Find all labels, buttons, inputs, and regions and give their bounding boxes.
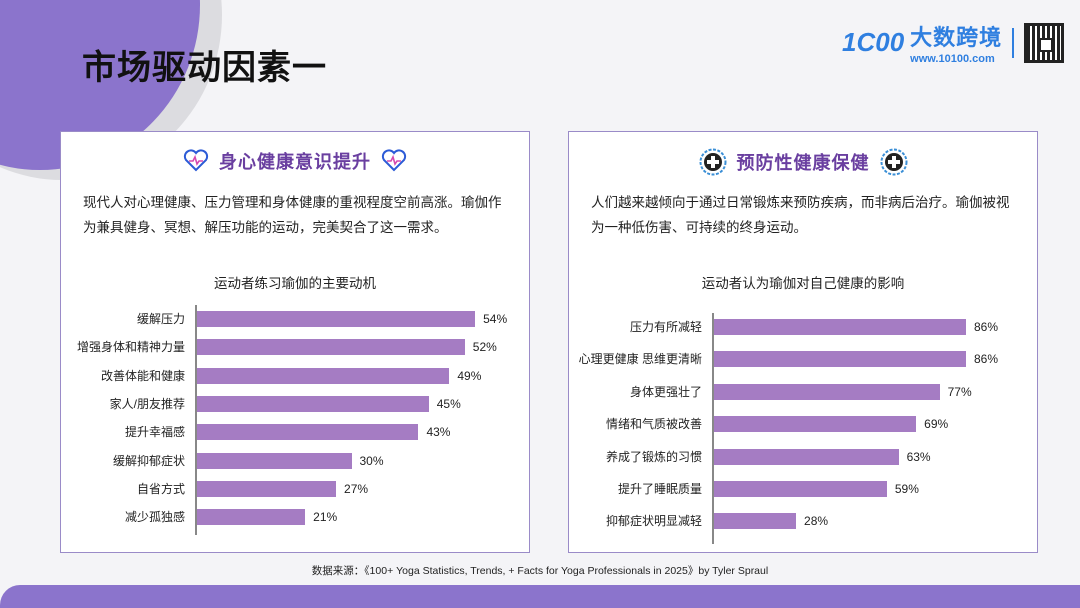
chart-title: 运动者练习瑜伽的主要动机 xyxy=(214,276,376,291)
chart-bar-row: 自省方式 27% xyxy=(61,480,529,497)
bar xyxy=(197,424,419,441)
chart-bar-row: 缓解压力 54% xyxy=(61,311,529,327)
medical-cross-badge-icon xyxy=(699,148,727,176)
bar-value-label: 49% xyxy=(457,368,482,383)
bar-category-label: 缓解压力 xyxy=(136,312,185,326)
bar xyxy=(197,509,306,526)
chart-bar-row: 减少孤独感 21% xyxy=(61,509,529,526)
chart-bar-row: 缓解抑郁症状 30% xyxy=(61,452,529,469)
bar xyxy=(197,339,465,356)
brand-logo[interactable]: 1C00 大数跨境 www.10100.com xyxy=(842,20,1065,65)
logo-mark-icon: 1C00 xyxy=(842,27,905,57)
bar-category-label: 抑郁症状明显减轻 xyxy=(605,514,702,529)
bar xyxy=(714,383,940,400)
bar xyxy=(714,481,887,497)
card-title: 预防性健康保健 xyxy=(736,153,870,173)
bar-value-label: 69% xyxy=(924,417,949,432)
chart-title: 运动者认为瑜伽对自己健康的影响 xyxy=(701,276,905,291)
logo-name: 大数跨境 xyxy=(910,25,1003,50)
card-mind-body-health: 身心健康意识提升 现代人对心理健康、压力管理和身体健康的重视程度空前高涨。瑜伽作… xyxy=(60,131,530,553)
chart-bar-row: 压力有所减轻 86% xyxy=(569,319,1037,335)
bar-value-label: 45% xyxy=(436,396,461,411)
card-description: 现代人对心理健康、压力管理和身体健康的重视程度空前高涨。瑜伽作为兼具健身、冥想、… xyxy=(83,195,502,235)
heart-pulse-icon xyxy=(381,149,407,173)
bar-value-label: 27% xyxy=(344,481,369,496)
heart-pulse-icon xyxy=(183,149,209,173)
bar-value-label: 21% xyxy=(313,510,338,525)
bar-value-label: 28% xyxy=(804,514,829,529)
bar-category-label: 养成了锻炼的习惯 xyxy=(605,449,702,464)
bar-value-label: 59% xyxy=(894,482,919,496)
data-source-note: 数据来源：《100+ Yoga Statistics, Trends, + Fa… xyxy=(311,565,769,577)
medical-cross-badge-icon xyxy=(880,148,908,176)
bar-value-label: 86% xyxy=(973,320,998,334)
logo-divider xyxy=(1012,27,1015,58)
bar-category-label: 增强身体和精神力量 xyxy=(76,340,185,355)
bar xyxy=(714,351,966,368)
card-preventive-health: 预防性健康保健 人们越来越倾向于通过日常锻炼来预防疾病，而非病后治疗。瑜伽被视为… xyxy=(568,131,1038,553)
bar-value-label: 30% xyxy=(359,453,384,468)
bar-category-label: 身体更强壮了 xyxy=(629,384,702,399)
bar-value-label: 52% xyxy=(472,340,497,355)
bar xyxy=(714,513,797,530)
bar-category-label: 心理更健康 思维更清晰 xyxy=(578,352,702,367)
bar-category-label: 缓解抑郁症状 xyxy=(112,453,185,468)
footer-band xyxy=(0,585,1080,608)
bar-category-label: 家人/朋友推荐 xyxy=(109,396,185,411)
chart-bar-row: 身体更强壮了 77% xyxy=(569,383,1037,400)
bar-value-label: 43% xyxy=(426,425,451,440)
bar-value-label: 77% xyxy=(947,384,972,399)
bar-value-label: 63% xyxy=(906,449,931,464)
logo-url: www.10100.com xyxy=(910,53,995,65)
bar-category-label: 压力有所减轻 xyxy=(629,320,702,334)
bar xyxy=(714,416,917,433)
bar-value-label: 86% xyxy=(973,352,998,367)
bar-category-label: 减少孤独感 xyxy=(124,510,185,525)
bar xyxy=(197,395,429,412)
chart-bar-row: 心理更健康 思维更清晰 86% xyxy=(569,351,1037,368)
bar-category-label: 改善体能和健康 xyxy=(100,368,185,383)
bar-category-label: 自省方式 xyxy=(136,481,185,496)
page-title: 市场驱动因素一 xyxy=(82,49,327,87)
bar xyxy=(197,311,476,327)
bar xyxy=(197,480,337,497)
chart-bar-row: 改善体能和健康 49% xyxy=(61,367,529,384)
bar xyxy=(714,448,899,465)
bar xyxy=(714,319,966,335)
bar-category-label: 情绪和气质被改善 xyxy=(605,417,702,432)
chart-bar-row: 家人/朋友推荐 45% xyxy=(61,395,529,412)
bar xyxy=(197,452,352,469)
qr-code-icon xyxy=(1024,22,1065,63)
card-description: 人们越来越倾向于通过日常锻炼来预防疾病，而非病后治疗。瑜伽被视为一种低伤害、可持… xyxy=(591,195,1010,235)
title-accent-bar xyxy=(64,44,71,80)
chart-bar-row: 抑郁症状明显减轻 28% xyxy=(569,513,1037,530)
card-title: 身心健康意识提升 xyxy=(219,152,371,172)
chart-bar-row: 提升了睡眠质量 59% xyxy=(569,481,1037,497)
chart-bar-row: 增强身体和精神力量 52% xyxy=(61,339,529,356)
chart-axis xyxy=(195,305,197,536)
bar-category-label: 提升幸福感 xyxy=(124,425,185,440)
chart-bar-row: 养成了锻炼的习惯 63% xyxy=(569,448,1037,465)
chart-axis xyxy=(712,313,714,544)
chart-bar-row: 提升幸福感 43% xyxy=(61,424,529,441)
bar-category-label: 提升了睡眠质量 xyxy=(617,482,702,496)
bar-value-label: 54% xyxy=(483,312,508,326)
chart-bar-row: 情绪和气质被改善 69% xyxy=(569,416,1037,433)
bar xyxy=(197,367,450,384)
